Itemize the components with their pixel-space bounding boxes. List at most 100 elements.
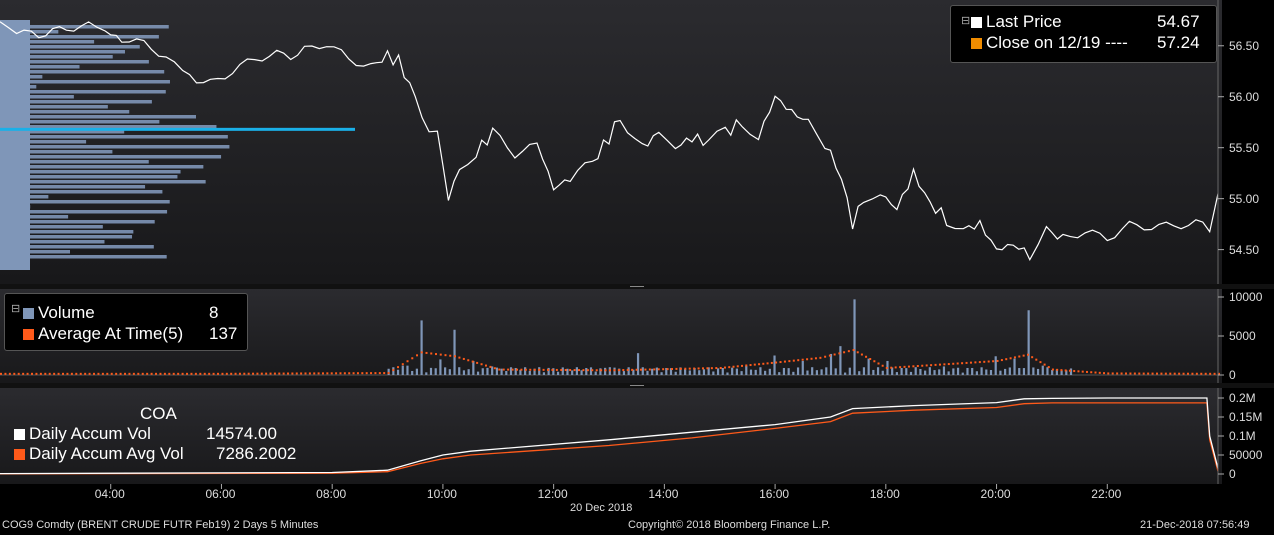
volume-profile-bar <box>0 245 154 249</box>
volume-profile-bar <box>0 180 206 184</box>
average-point <box>775 361 778 364</box>
volume-bar <box>599 368 602 375</box>
volume-bar <box>895 372 898 375</box>
price-y-tick: 56.00 <box>1229 89 1260 104</box>
panel-divider[interactable] <box>0 284 1274 289</box>
swatch-white <box>971 17 982 29</box>
accum-value: 14574.00 <box>206 424 277 443</box>
average-point <box>326 372 329 375</box>
average-point <box>1090 371 1093 374</box>
volume-profile-bar <box>0 95 74 99</box>
volume-bar <box>575 367 578 375</box>
average-point <box>987 360 990 363</box>
average-point <box>710 367 713 370</box>
average-point <box>1047 366 1050 369</box>
average-point <box>269 372 272 375</box>
volume-bar <box>994 356 997 375</box>
x-tick-label: 16:00 <box>759 487 790 501</box>
volume-profile-bar <box>0 145 230 149</box>
average-point <box>693 367 696 370</box>
average-point <box>471 360 474 363</box>
volume-profile-bar <box>0 140 87 144</box>
average-point <box>397 366 400 369</box>
swatch-red <box>23 329 34 341</box>
average-point <box>934 363 937 366</box>
average-point <box>938 363 941 366</box>
panel-divider[interactable] <box>0 383 1274 388</box>
volume-bar <box>726 372 729 375</box>
volume-bar <box>613 367 616 375</box>
average-point <box>662 368 665 371</box>
volume-bar <box>956 367 960 375</box>
volume-bar <box>585 367 588 375</box>
average-point <box>88 372 91 375</box>
average-point <box>70 372 73 375</box>
accum-y-tick: 50000 <box>1229 448 1263 462</box>
volume-bar <box>933 370 936 375</box>
average-point <box>741 364 744 367</box>
volume-bar <box>759 367 762 375</box>
average-point <box>591 369 594 372</box>
divider-grip[interactable] <box>630 385 644 386</box>
average-point <box>622 369 625 372</box>
volume-bar <box>796 367 800 375</box>
average-point <box>783 360 786 363</box>
volume-profile-bar <box>0 160 149 164</box>
divider-grip[interactable] <box>630 286 644 287</box>
volume-bar <box>891 367 894 375</box>
average-point <box>617 369 620 372</box>
volume-bar <box>538 367 541 375</box>
volume-legend[interactable]: ⊟ Volume 8 Average At Time(5) 137 <box>4 293 248 351</box>
volume-profile-bar <box>0 135 228 139</box>
average-point <box>489 365 492 368</box>
volume-bar <box>420 320 423 375</box>
average-point <box>1186 372 1189 375</box>
volume-bar <box>627 367 630 375</box>
average-point <box>1124 372 1127 375</box>
volume-bar <box>698 370 701 375</box>
volume-bar <box>533 368 536 375</box>
volume-bar <box>1065 370 1068 375</box>
average-point <box>1077 370 1080 373</box>
average-point <box>172 372 175 375</box>
volume-profile-highlight <box>0 127 355 131</box>
volume-bar <box>938 369 941 375</box>
average-point <box>370 372 373 375</box>
average-point <box>582 369 585 372</box>
average-point <box>1103 372 1106 375</box>
accum-y-tick: 0 <box>1229 467 1236 481</box>
volume-bar <box>1060 370 1063 375</box>
volume-bar <box>872 369 875 375</box>
average-point <box>335 372 338 375</box>
legend-bracket: ⊟ <box>11 303 21 315</box>
volume-profile-bar <box>0 120 160 124</box>
average-point <box>425 351 428 354</box>
average-point <box>247 372 250 375</box>
volume-bar <box>669 368 673 375</box>
average-point <box>899 366 902 369</box>
volume-bar <box>387 368 390 375</box>
legend-accum: Daily Accum Vol <box>14 424 151 444</box>
average-point <box>462 357 465 360</box>
volume-bar <box>636 353 640 375</box>
volume-bar <box>1008 367 1011 375</box>
average-point <box>797 359 800 362</box>
accum-avg-label: Daily Accum Avg Vol <box>29 444 184 463</box>
price-legend[interactable]: ⊟ Last Price 54.67 Close on 12/19 ---- 5… <box>950 5 1217 63</box>
average-point <box>538 368 541 371</box>
volume-bar <box>547 367 550 375</box>
average-point <box>833 353 836 356</box>
average-point <box>728 366 731 369</box>
volume-profile-bar <box>0 215 69 219</box>
average-point <box>22 372 25 375</box>
average-point <box>925 364 928 367</box>
volume-bar <box>867 358 870 375</box>
swatch-orange <box>971 38 982 50</box>
swatch-red <box>14 449 25 461</box>
accum-y-tick: 0.15M <box>1229 410 1263 424</box>
volume-bar <box>924 370 927 375</box>
average-point <box>792 359 795 362</box>
average-point <box>952 362 955 365</box>
average-point <box>921 364 924 367</box>
average-point <box>75 372 78 375</box>
